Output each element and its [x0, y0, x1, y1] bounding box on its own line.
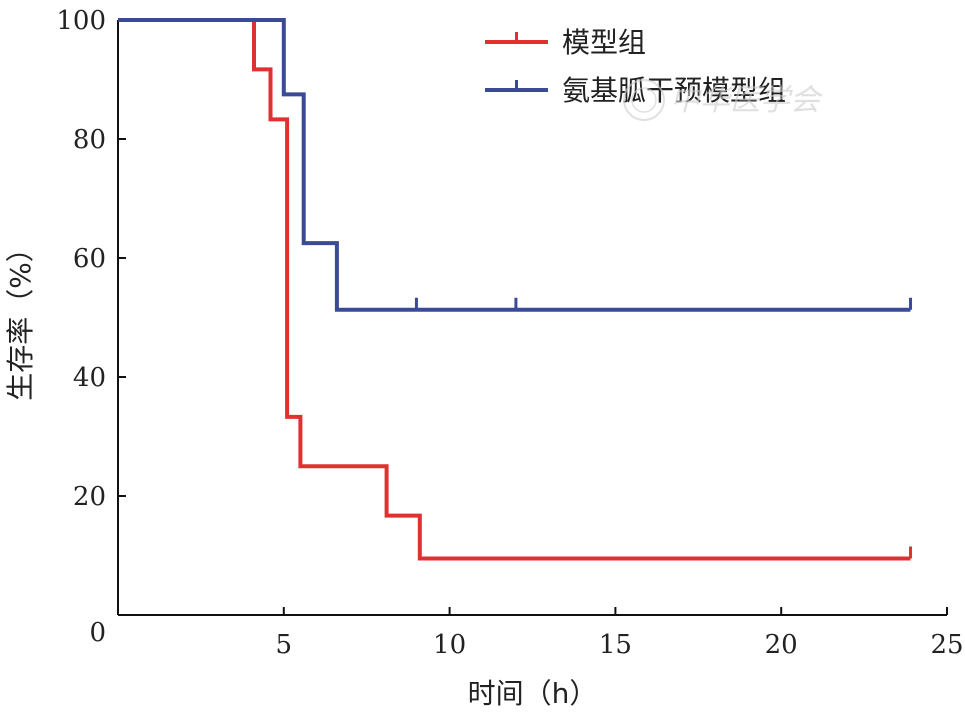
series-line-2 [118, 18, 911, 312]
x-ticks: 5 10 15 20 25 [276, 607, 964, 660]
seal-icon [623, 79, 665, 121]
series-line-1 [118, 18, 911, 561]
x-tick-label: 20 [765, 630, 798, 660]
y-tick-label: 0 [89, 618, 106, 648]
y-tick-label: 20 [73, 482, 106, 512]
y-tick-label: 60 [73, 244, 106, 274]
series-layer [118, 18, 913, 561]
legend-label: 氨基胍干预模型组 [562, 74, 786, 107]
watermark: 中华医学会 [623, 79, 823, 121]
x-tick-label: 10 [433, 630, 466, 660]
chart-axes: 5 10 15 20 25 0 20 40 60 80 100 [56, 6, 963, 660]
x-axis-title: 时间（h） [468, 677, 598, 710]
x-tick-label: 25 [930, 630, 963, 660]
y-tick-label: 100 [56, 6, 106, 36]
y-tick-label: 40 [73, 363, 106, 393]
legend-label: 模型组 [562, 26, 646, 59]
y-ticks: 0 20 40 60 80 100 [56, 6, 126, 648]
x-tick-label: 15 [599, 630, 632, 660]
y-tick-label: 80 [73, 125, 106, 155]
y-axis-title: 生存率（%） [4, 234, 37, 401]
x-tick-label: 5 [276, 630, 293, 660]
watermark-text: 中华医学会 [670, 83, 823, 118]
